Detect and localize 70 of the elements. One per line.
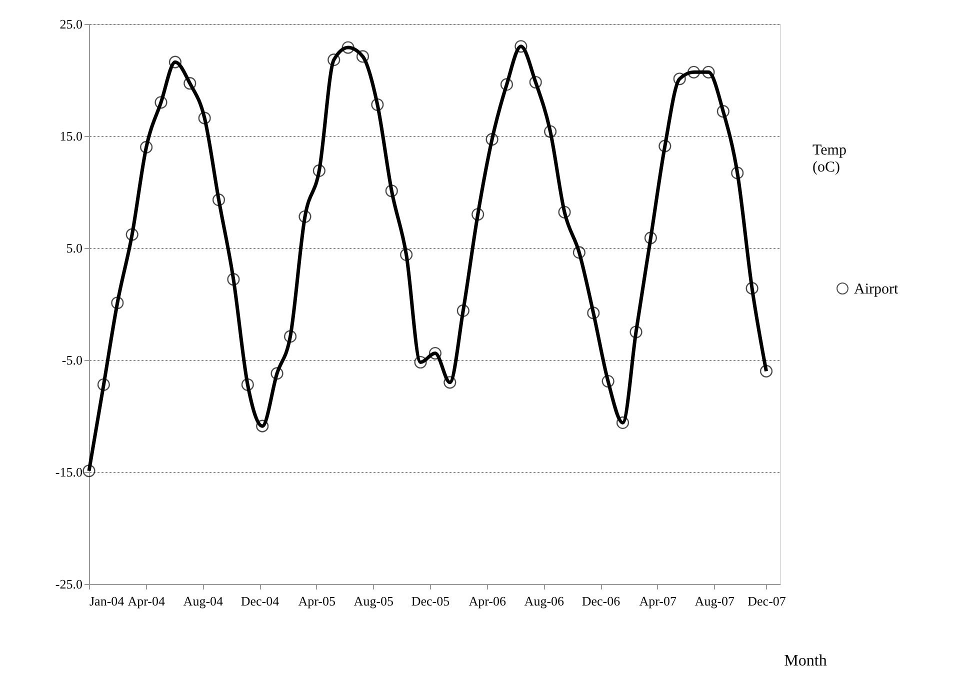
point — [241, 378, 254, 391]
point — [256, 420, 269, 432]
point — [602, 374, 614, 388]
point — [298, 210, 312, 223]
x-tick-label: Apr-04 — [128, 594, 166, 608]
point — [400, 248, 413, 262]
point — [312, 164, 326, 178]
x-axis-title: Month — [784, 652, 827, 670]
point — [529, 76, 542, 89]
point — [126, 228, 138, 241]
y-tick-label: -5.0 — [62, 352, 82, 368]
point — [356, 50, 370, 63]
y-tick-label: -15.0 — [55, 464, 82, 480]
point — [82, 464, 96, 478]
point — [140, 140, 153, 154]
point — [558, 206, 571, 218]
point — [371, 98, 384, 111]
y-axis-title: Temp (oC) — [812, 142, 846, 176]
point — [328, 54, 340, 66]
point — [414, 356, 427, 369]
point — [184, 77, 196, 90]
x-tick-label: Apr-05 — [298, 594, 336, 608]
y-tick-label: 5.0 — [66, 240, 82, 256]
point — [342, 41, 354, 54]
point — [731, 166, 744, 180]
x-tick-label: Aug-06 — [524, 594, 565, 608]
point — [630, 326, 642, 338]
point — [385, 184, 398, 198]
x-tick-label: Dec-05 — [411, 594, 450, 608]
point — [688, 66, 700, 78]
point — [227, 273, 240, 286]
point — [760, 364, 773, 378]
x-tick-label: Dec-07 — [748, 594, 786, 608]
point — [212, 194, 226, 206]
point — [270, 367, 284, 380]
x-tick-label: Dec-04 — [240, 594, 280, 608]
point — [428, 346, 442, 360]
point — [673, 72, 686, 86]
point — [168, 56, 182, 68]
x-tick-label: Dec-06 — [582, 594, 621, 608]
legend-label: Airport — [854, 282, 899, 298]
x-tick-label: Jan-04 — [90, 594, 125, 608]
point — [716, 105, 730, 118]
point — [658, 140, 672, 152]
point — [111, 296, 124, 310]
point — [746, 282, 758, 295]
point — [644, 232, 658, 244]
y-tick-label: 25.0 — [60, 16, 82, 32]
point — [486, 133, 498, 146]
point — [456, 304, 470, 318]
point — [702, 66, 715, 78]
point — [284, 330, 297, 343]
point — [500, 78, 514, 91]
point — [616, 416, 630, 430]
point — [97, 378, 110, 391]
x-tick-label: Aug-04 — [183, 594, 224, 608]
x-tick-label: Aug-05 — [354, 594, 394, 608]
point — [154, 96, 168, 109]
point — [572, 246, 586, 259]
point — [472, 208, 484, 221]
point — [587, 306, 600, 320]
point — [544, 125, 557, 138]
x-tick-label: Apr-06 — [468, 594, 506, 608]
y-tick-label: -25.0 — [55, 576, 82, 592]
point — [514, 40, 528, 53]
y-tick-label: 15.0 — [60, 128, 82, 144]
x-tick-label: Aug-07 — [694, 594, 736, 608]
point — [444, 376, 456, 389]
x-tick-label: Apr-07 — [639, 594, 677, 608]
point — [198, 112, 211, 124]
